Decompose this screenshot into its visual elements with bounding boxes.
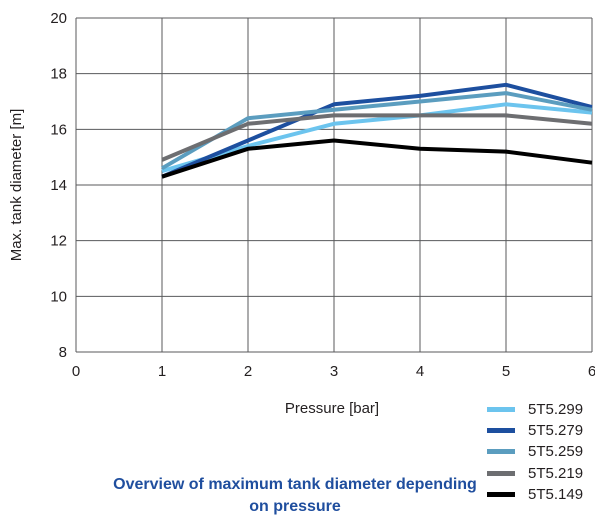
- legend-swatch: [487, 407, 515, 412]
- chart-legend: 5T5.299 5T5.279 5T5.259 5T5.219 5T5.149: [487, 399, 583, 505]
- legend-label: 5T5.299: [528, 401, 583, 418]
- chart-title: Overview of maximum tank diameter depend…: [110, 474, 480, 518]
- x-tick-label: 4: [416, 363, 424, 380]
- legend-swatch: [487, 471, 515, 476]
- x-tick-label: 1: [158, 363, 166, 380]
- x-tick-label: 5: [502, 363, 510, 380]
- y-tick-label: 20: [50, 10, 67, 27]
- x-axis-label: Pressure [bar]: [285, 400, 379, 417]
- series-line-5T5-149: [162, 141, 592, 177]
- legend-item: 5T5.279: [487, 420, 583, 441]
- y-tick-label: 12: [50, 233, 67, 250]
- series-layer: [162, 85, 592, 177]
- legend-label: 5T5.279: [528, 422, 583, 439]
- legend-label: 5T5.219: [528, 465, 583, 482]
- y-tick-label: 8: [59, 344, 67, 361]
- legend-swatch: [487, 449, 515, 454]
- x-tick-label: 0: [72, 363, 80, 380]
- legend-item: 5T5.259: [487, 441, 583, 462]
- chart-grid: [76, 18, 592, 352]
- y-tick-label: 10: [50, 288, 67, 305]
- legend-swatch: [487, 428, 515, 433]
- y-tick-label: 16: [50, 121, 67, 138]
- y-axis-label: Max. tank diameter [m]: [8, 109, 25, 262]
- y-tick-label: 18: [50, 66, 67, 83]
- legend-item: 5T5.219: [487, 463, 583, 484]
- x-tick-label: 6: [588, 363, 595, 380]
- legend-label: 5T5.149: [528, 486, 583, 503]
- legend-item: 5T5.299: [487, 399, 583, 420]
- legend-item: 5T5.149: [487, 484, 583, 505]
- x-tick-label: 3: [330, 363, 338, 380]
- legend-swatch: [487, 492, 515, 497]
- y-tick-label: 14: [50, 177, 67, 194]
- legend-label: 5T5.259: [528, 443, 583, 460]
- x-tick-label: 2: [244, 363, 252, 380]
